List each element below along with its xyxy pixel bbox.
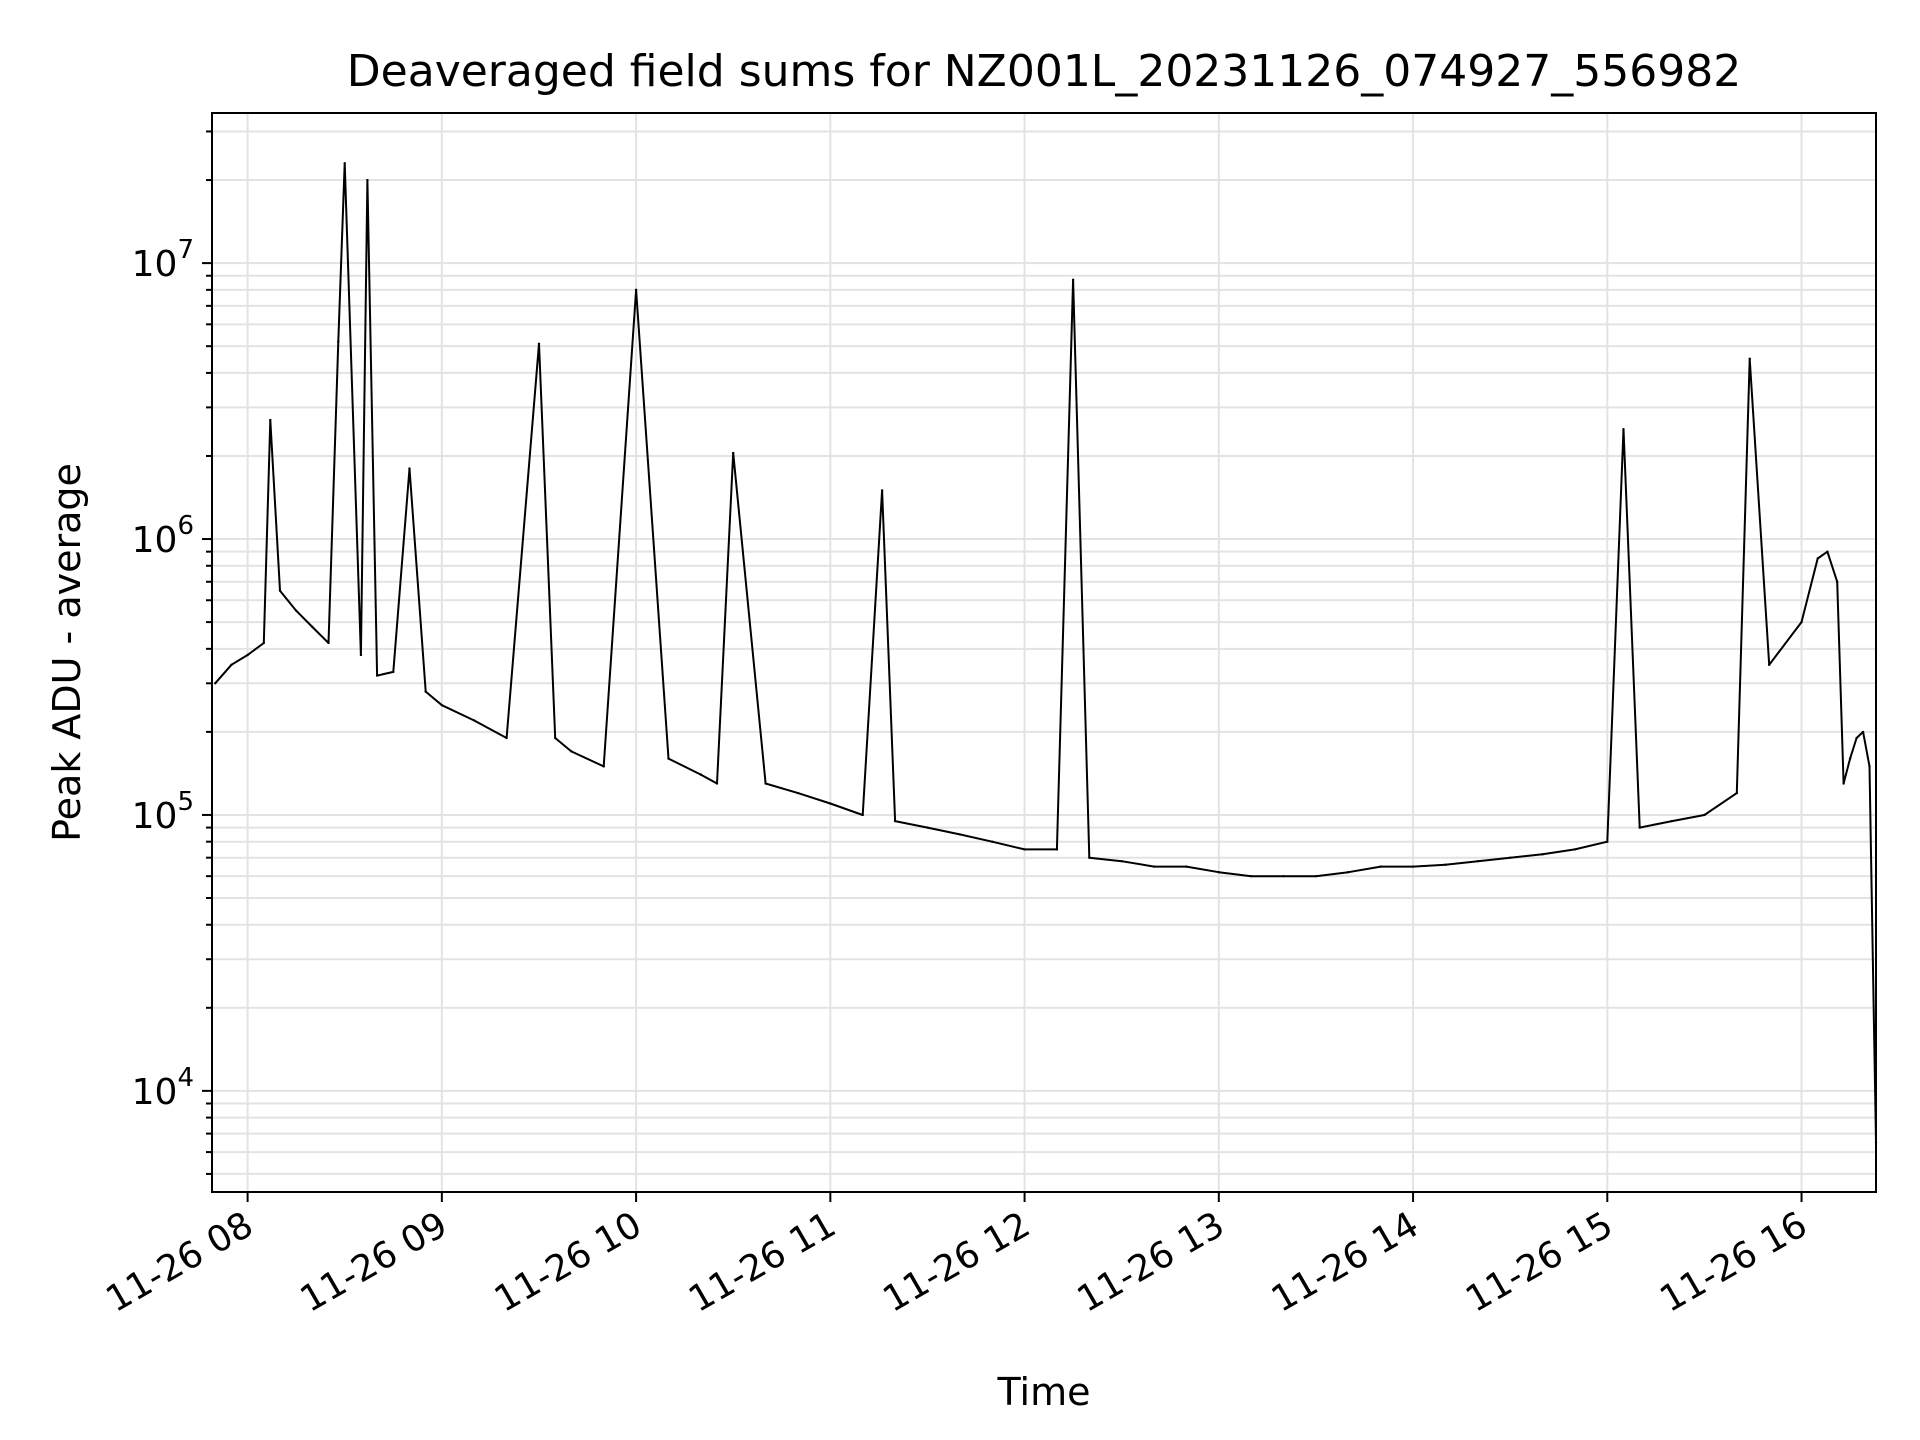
x-tick-label: 11-26 12 — [876, 1204, 1037, 1320]
data-point — [1217, 871, 1221, 874]
data-point — [294, 609, 298, 612]
data-point — [1622, 428, 1625, 431]
data-point — [262, 641, 265, 645]
data-point — [1071, 278, 1075, 282]
data-point — [1735, 791, 1738, 795]
y-axis-label: Peak ADU - average — [45, 463, 89, 842]
data-point — [732, 451, 735, 455]
y-tick-label: 106 — [132, 511, 194, 561]
data-point — [880, 489, 884, 492]
data-point — [311, 625, 314, 629]
data-point — [505, 736, 508, 740]
data-point — [1868, 765, 1871, 768]
data-point — [424, 690, 427, 693]
data-point — [408, 467, 411, 470]
data-point — [1800, 620, 1803, 624]
data-point — [1023, 848, 1026, 851]
data-point — [278, 589, 282, 592]
data-point — [958, 833, 962, 836]
data-point — [359, 653, 363, 657]
data-point — [1855, 736, 1858, 740]
data-point — [1055, 848, 1059, 851]
y-tick-label: 105 — [132, 787, 194, 837]
data-point — [1703, 813, 1706, 817]
data-point — [343, 162, 346, 165]
x-tick-label: 11-26 16 — [1653, 1204, 1814, 1320]
data-point — [829, 802, 832, 805]
data-point — [602, 765, 605, 768]
data-point — [861, 813, 864, 817]
data-point — [1638, 826, 1641, 829]
data-point — [1314, 874, 1318, 878]
x-tick-label: 11-26 08 — [99, 1204, 260, 1320]
data-point — [991, 840, 994, 843]
data-point — [1347, 871, 1350, 874]
data-point — [796, 791, 800, 795]
data-point — [473, 719, 476, 722]
x-tick-label: 11-26 13 — [1071, 1204, 1232, 1320]
data-point — [1185, 865, 1188, 868]
data-point — [634, 288, 638, 292]
data-point — [1508, 856, 1512, 859]
y-tick-label: 104 — [132, 1063, 194, 1113]
x-tick-label: 11-26 09 — [294, 1204, 455, 1320]
data-point — [1767, 663, 1771, 667]
x-tick-label: 11-26 10 — [488, 1204, 649, 1320]
data-point — [926, 826, 929, 829]
data-point — [1152, 865, 1156, 868]
data-point — [764, 782, 767, 785]
data-point — [366, 178, 369, 182]
data-point — [1411, 865, 1415, 868]
series-line — [214, 162, 1877, 1143]
data-point — [1848, 757, 1852, 760]
series-layer — [214, 162, 1878, 1144]
data-point — [1282, 874, 1285, 878]
y-tick-label: 107 — [132, 235, 194, 285]
data-point — [553, 736, 557, 740]
data-point — [1573, 848, 1577, 851]
data-point — [570, 750, 573, 753]
data-point — [1861, 730, 1865, 734]
data-point — [327, 641, 330, 645]
chart-title: Deaveraged field sums for NZ001L_2023112… — [347, 46, 1741, 97]
x-tick-label: 11-26 15 — [1459, 1204, 1620, 1320]
data-point — [1816, 557, 1819, 560]
data-point — [230, 663, 233, 667]
data-point — [1088, 856, 1091, 859]
x-tick-label: 11-26 11 — [682, 1204, 843, 1320]
data-point — [246, 653, 249, 657]
plot-frame — [211, 112, 1877, 1193]
x-axis-label: Time — [997, 1370, 1091, 1414]
data-point — [1541, 853, 1544, 856]
data-point — [1249, 874, 1253, 878]
data-point — [715, 782, 719, 785]
data-point — [1120, 859, 1123, 863]
data-point — [1606, 840, 1609, 843]
data-point — [1835, 580, 1839, 583]
data-point — [893, 819, 897, 823]
data-point — [1842, 782, 1845, 785]
data-point — [214, 682, 217, 685]
data-point — [337, 340, 340, 343]
data-point — [1379, 865, 1382, 868]
grid — [212, 113, 1876, 1192]
data-point — [1826, 550, 1829, 553]
data-point — [1476, 859, 1480, 863]
data-point — [375, 674, 379, 677]
data-point — [1444, 863, 1447, 866]
data-point — [667, 757, 670, 760]
x-tick-label: 11-26 14 — [1265, 1204, 1426, 1320]
data-point — [1748, 357, 1751, 361]
axis-ticks: 104 105 106 107 11-26 08 11-26 09 11-26 10 11-2… — [99, 130, 1814, 1321]
data-point — [1670, 819, 1674, 823]
data-point — [392, 670, 395, 674]
data-point — [440, 703, 444, 707]
data-point — [699, 773, 703, 776]
data-point — [269, 418, 272, 422]
data-point — [537, 342, 541, 346]
